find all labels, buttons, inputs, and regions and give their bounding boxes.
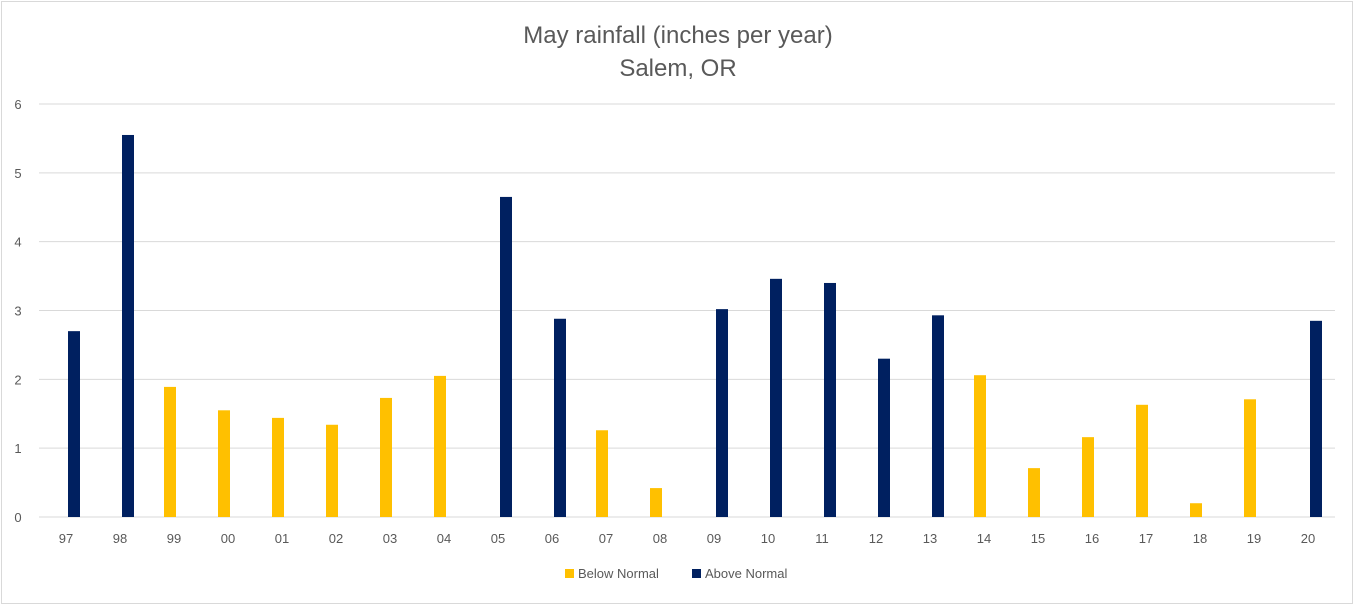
x-tick-label: 11 — [815, 531, 829, 546]
bar-above-normal-05 — [500, 196, 512, 518]
x-tick-label: 09 — [707, 531, 721, 546]
bar-above-normal-97 — [68, 331, 80, 517]
bar-below-normal-08 — [650, 488, 662, 517]
x-tick-label: 18 — [1193, 531, 1207, 546]
x-tick-label: 20 — [1301, 531, 1315, 546]
y-tick-label: 0 — [14, 510, 21, 525]
bar-above-normal-20 — [1310, 320, 1322, 517]
y-tick-label: 1 — [14, 441, 21, 456]
legend: Below Normal Above Normal — [565, 566, 787, 581]
x-tick-label: 05 — [491, 531, 505, 546]
bar-below-normal-17 — [1136, 404, 1148, 517]
x-tick-label: 01 — [275, 531, 289, 546]
bar-above-normal-11 — [824, 282, 836, 517]
bar-below-normal-01 — [272, 417, 284, 517]
legend-label-above-normal: Above Normal — [705, 566, 787, 581]
bar-below-normal-18 — [1190, 503, 1202, 517]
bar-below-normal-15 — [1028, 468, 1040, 517]
bar-below-normal-19 — [1244, 399, 1256, 517]
y-tick-label: 2 — [14, 372, 21, 387]
bar-above-normal-98 — [122, 134, 134, 517]
bar-below-normal-99 — [164, 386, 176, 517]
x-tick-label: 15 — [1031, 531, 1045, 546]
y-tick-label: 6 — [14, 97, 21, 112]
x-tick-label: 13 — [923, 531, 937, 546]
bar-below-normal-03 — [380, 397, 392, 517]
x-tick-label: 04 — [437, 531, 451, 546]
bar-above-normal-12 — [878, 358, 890, 517]
bar-above-normal-13 — [932, 315, 944, 517]
bar-below-normal-14 — [974, 375, 986, 517]
x-tick-label: 00 — [221, 531, 235, 546]
chart-subtitle: Salem, OR — [619, 55, 736, 82]
x-tick-label: 16 — [1085, 531, 1099, 546]
bar-below-normal-00 — [218, 410, 230, 517]
legend-swatch-above-normal — [692, 569, 701, 578]
x-tick-label: 10 — [761, 531, 775, 546]
bar-above-normal-06 — [554, 318, 566, 517]
x-tick-label: 07 — [599, 531, 613, 546]
y-tick-label: 5 — [14, 166, 21, 181]
x-tick-label: 06 — [545, 531, 559, 546]
legend-label-below-normal: Below Normal — [578, 566, 659, 581]
x-tick-label: 12 — [869, 531, 883, 546]
x-tick-label: 99 — [167, 531, 181, 546]
x-tick-label: 08 — [653, 531, 667, 546]
bar-below-normal-07 — [596, 430, 608, 517]
x-tick-label: 03 — [383, 531, 397, 546]
legend-swatch-below-normal — [565, 569, 574, 578]
bar-below-normal-04 — [434, 375, 446, 517]
x-tick-label: 97 — [59, 531, 73, 546]
bar-above-normal-09 — [716, 309, 728, 517]
bar-below-normal-16 — [1082, 437, 1094, 517]
bar-below-normal-02 — [326, 424, 338, 517]
x-tick-label: 02 — [329, 531, 343, 546]
x-tick-label: 14 — [977, 531, 991, 546]
y-tick-label: 4 — [14, 235, 21, 250]
chart-title: May rainfall (inches per year) — [523, 22, 832, 49]
x-tick-label: 19 — [1247, 531, 1261, 546]
x-tick-label: 17 — [1139, 531, 1153, 546]
bar-above-normal-10 — [770, 278, 782, 517]
x-tick-label: 98 — [113, 531, 127, 546]
y-tick-label: 3 — [14, 304, 21, 319]
